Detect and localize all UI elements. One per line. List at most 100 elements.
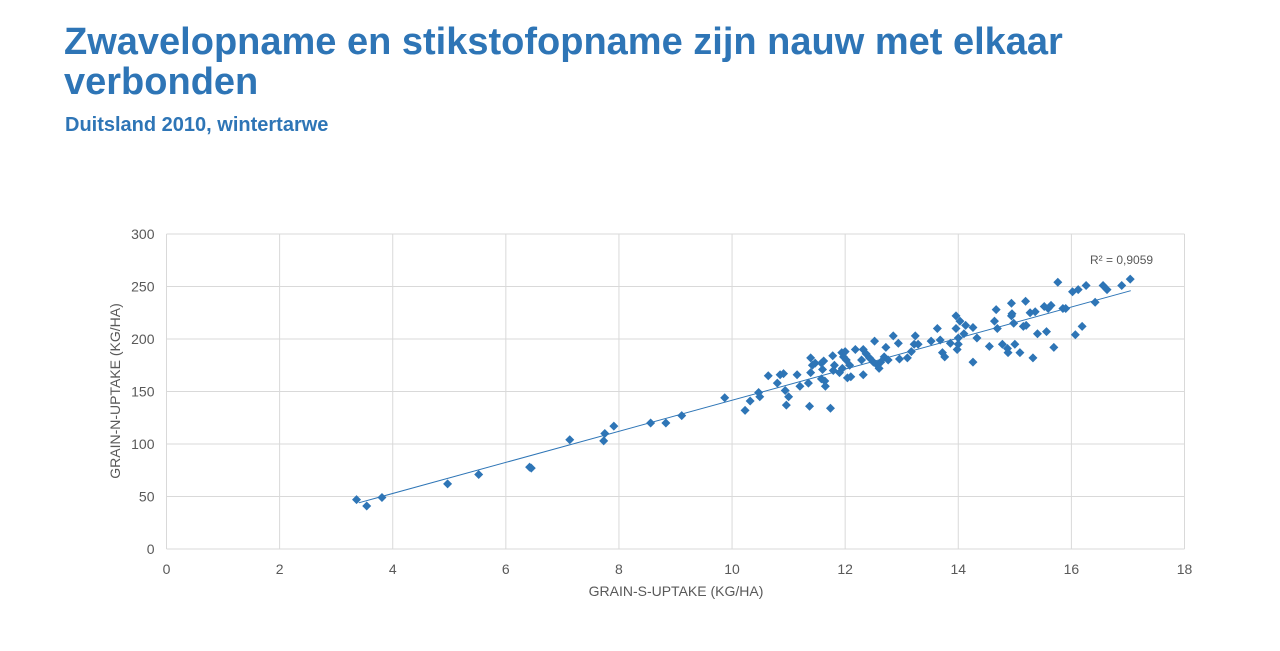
x-tick-label: 16 xyxy=(1064,561,1080,577)
data-point xyxy=(565,435,575,445)
data-point xyxy=(1021,320,1031,330)
slide-subtitle: Duitsland 2010, wintertarwe xyxy=(65,114,329,136)
data-point xyxy=(1015,348,1025,358)
y-tick-label: 0 xyxy=(147,541,155,557)
data-point xyxy=(991,305,1001,315)
data-point xyxy=(677,411,687,421)
slide-title: Zwavelopname en stikstofopname zijn nauw… xyxy=(64,21,1063,103)
data-point xyxy=(609,421,619,431)
data-point xyxy=(720,393,730,403)
x-tick-label: 0 xyxy=(163,561,171,577)
x-tick-label: 6 xyxy=(502,561,510,577)
data-point xyxy=(940,352,950,362)
data-point xyxy=(352,495,362,505)
data-point xyxy=(868,357,878,367)
x-tick-label: 4 xyxy=(389,561,397,577)
data-point xyxy=(1125,274,1135,284)
data-point xyxy=(952,345,962,354)
data-point xyxy=(984,341,994,351)
data-point xyxy=(910,331,920,341)
data-point xyxy=(989,316,999,326)
data-point xyxy=(972,333,982,343)
data-point xyxy=(810,358,820,368)
data-point xyxy=(932,324,942,333)
data-point xyxy=(763,371,773,381)
x-tick-label: 8 xyxy=(615,561,623,577)
data-point xyxy=(968,357,978,367)
data-point xyxy=(1030,307,1040,317)
data-point xyxy=(1010,339,1020,349)
data-point xyxy=(1081,280,1091,290)
data-point xyxy=(600,429,610,438)
x-tick-label: 10 xyxy=(724,561,740,577)
y-tick-label: 50 xyxy=(139,489,155,505)
data-point xyxy=(745,396,755,406)
data-point xyxy=(526,463,536,473)
data-point xyxy=(825,403,835,413)
data-point xyxy=(803,378,813,388)
data-point xyxy=(599,436,609,446)
x-tick-label: 12 xyxy=(837,561,853,577)
data-point xyxy=(818,364,828,374)
data-point xyxy=(1117,280,1127,290)
data-point xyxy=(1007,309,1017,319)
data-point xyxy=(661,418,671,428)
data-point xyxy=(926,336,936,346)
data-point xyxy=(1070,330,1080,340)
y-axis-label: GRAIN-N-UPTAKE (KG/HA) xyxy=(107,303,123,479)
x-tick-label: 2 xyxy=(276,561,284,577)
data-point xyxy=(1053,277,1063,287)
data-point xyxy=(779,369,789,379)
data-point xyxy=(961,320,971,330)
data-point xyxy=(792,370,802,380)
data-point xyxy=(893,338,903,348)
y-tick-label: 200 xyxy=(131,331,155,347)
r-squared-label: R² = 0,9059 xyxy=(1090,253,1153,267)
y-tick-label: 100 xyxy=(131,436,155,452)
data-point xyxy=(795,381,805,391)
data-point xyxy=(1021,296,1031,306)
gridlines xyxy=(166,233,1185,550)
data-point xyxy=(828,351,838,361)
data-point xyxy=(1006,298,1016,308)
data-point xyxy=(951,311,961,321)
trendline xyxy=(358,290,1131,504)
data-point xyxy=(755,392,765,402)
data-point xyxy=(806,368,816,378)
y-axis-ticks: 0 50 100 150 200 250 300 xyxy=(131,226,155,557)
data-point xyxy=(1042,327,1052,337)
y-tick-label: 300 xyxy=(131,226,155,242)
data-point xyxy=(902,353,912,363)
data-point xyxy=(955,316,965,326)
data-point xyxy=(1032,329,1042,339)
data-point xyxy=(874,363,884,373)
x-axis-ticks: 0 2 4 6 8 10 12 14 16 18 xyxy=(163,561,1193,577)
data-point xyxy=(781,400,791,410)
data-point xyxy=(443,479,453,489)
data-point xyxy=(805,401,815,411)
data-point xyxy=(913,339,923,349)
data-point xyxy=(1046,300,1056,310)
data-point xyxy=(820,376,830,386)
data-point xyxy=(1077,321,1087,331)
data-point xyxy=(894,354,904,364)
data-point xyxy=(968,322,978,332)
data-point xyxy=(819,356,829,366)
data-point xyxy=(858,370,868,380)
data-point xyxy=(1073,285,1083,295)
data-point xyxy=(820,381,830,391)
data-point xyxy=(1102,285,1112,295)
data-point xyxy=(888,331,898,341)
data-point xyxy=(784,392,794,402)
data-point xyxy=(951,324,961,333)
data-point xyxy=(997,339,1007,349)
data-point xyxy=(740,405,750,415)
data-point xyxy=(840,347,850,357)
data-point xyxy=(362,501,372,511)
data-point xyxy=(1003,348,1013,358)
data-point xyxy=(1049,342,1059,352)
data-point xyxy=(780,385,790,395)
x-tick-label: 18 xyxy=(1177,561,1193,577)
data-point xyxy=(1090,297,1100,307)
